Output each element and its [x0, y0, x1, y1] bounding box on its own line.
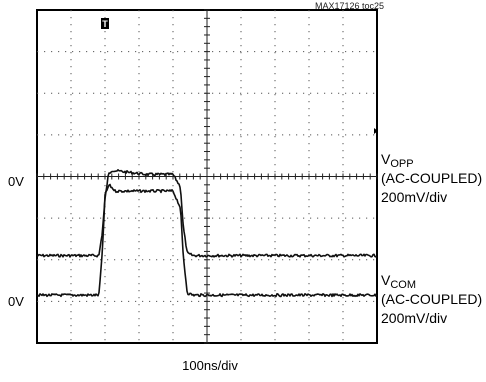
center-axes [36, 9, 378, 344]
ch2-coupling: (AC-COUPLED) [381, 291, 483, 307]
x-axis-label: 100ns/div [182, 358, 238, 373]
figure-tag: MAX17126 toc25 [314, 1, 384, 11]
traces [36, 169, 378, 298]
ch1-scale: 200mV/div [381, 189, 448, 205]
ch1-coupling: (AC-COUPLED) [381, 170, 483, 186]
trigger-marker-label: T [102, 19, 108, 29]
trace-ch1 [36, 169, 378, 258]
grid [37, 10, 377, 343]
ch2-scale: 200mV/div [381, 310, 448, 326]
ch2-ground-label: 0V [8, 294, 24, 309]
ch1-annotation: VOPP (AC-COUPLED) 200mV/div [381, 150, 482, 207]
ch1-ground-label: 0V [8, 174, 24, 189]
trace-ch2 [36, 183, 378, 298]
right-level-arrow [374, 128, 378, 134]
ch2-annotation: VCOM (AC-COUPLED) 200mV/div [381, 271, 482, 328]
ch1-name: VOPP [381, 151, 414, 170]
ch2-name: VCOM [381, 272, 417, 291]
trigger-marker: T [101, 18, 378, 134]
trigger-marker-box [101, 18, 109, 29]
